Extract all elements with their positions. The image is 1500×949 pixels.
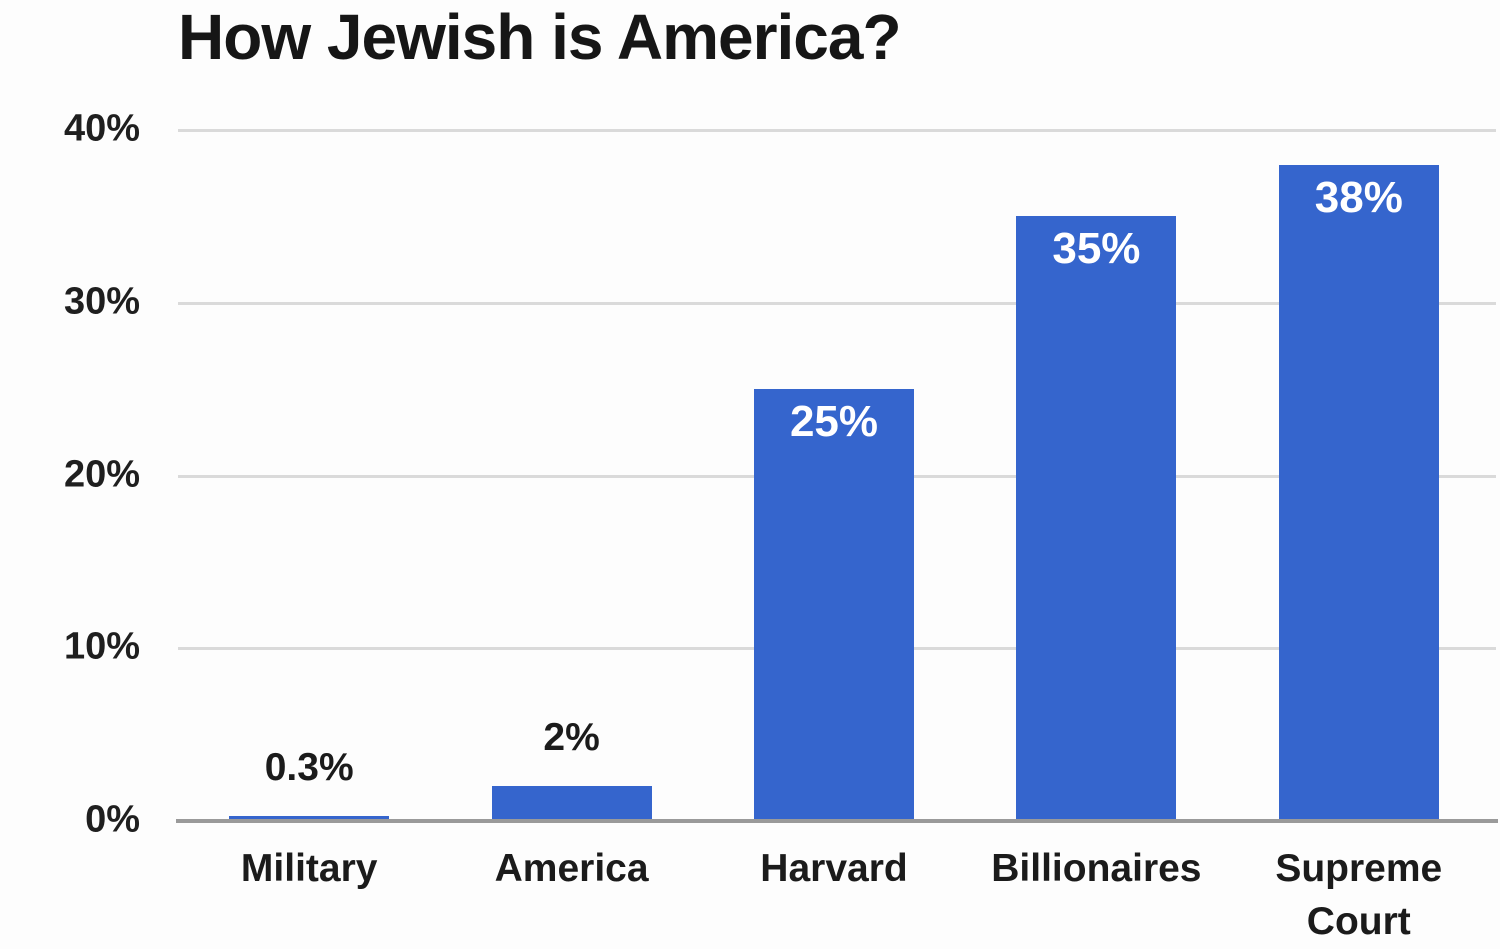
- value-label-harvard: 25%: [789, 397, 879, 447]
- y-tick-label: 0%: [85, 798, 140, 841]
- value-label-military: 0.3%: [264, 745, 354, 789]
- value-label-billionaires: 35%: [1052, 224, 1141, 274]
- value-label-supreme-court: 38%: [1314, 172, 1403, 222]
- bar-harvard: 25%: [754, 389, 914, 821]
- y-tick-label: 10%: [63, 625, 140, 668]
- category-label-harvard: Harvard: [703, 843, 965, 896]
- bar-billionaires: 35%: [1016, 216, 1177, 821]
- plot-area: 0.3% 2% 25% 35% 38%: [176, 129, 1498, 823]
- gridline-30%: [178, 301, 1496, 305]
- bar-military: [229, 815, 390, 821]
- category-label-text: Harvard: [760, 847, 908, 890]
- category-label-supreme-court: Supreme Court: [1228, 843, 1490, 948]
- category-label-america: America: [440, 843, 702, 896]
- category-label-military: Military: [178, 843, 440, 896]
- gridline-40%: [178, 129, 1496, 132]
- y-tick-label: 40%: [63, 107, 140, 150]
- value-label-america: 2%: [543, 716, 600, 760]
- category-label-text: Supreme Court: [1275, 847, 1443, 943]
- bar-america: [491, 786, 652, 821]
- category-label-text: Military: [240, 847, 378, 890]
- y-tick-label: 30%: [63, 280, 140, 323]
- category-label-billionaires: Billionaires: [965, 843, 1227, 896]
- chart-title: How Jewish is America?: [178, 1, 902, 73]
- category-label-text: America: [494, 847, 649, 890]
- x-axis-line: [176, 819, 1498, 823]
- category-label-text: Billionaires: [991, 847, 1202, 890]
- bar-supreme-court: 38%: [1278, 164, 1439, 821]
- y-tick-label: 20%: [63, 453, 140, 496]
